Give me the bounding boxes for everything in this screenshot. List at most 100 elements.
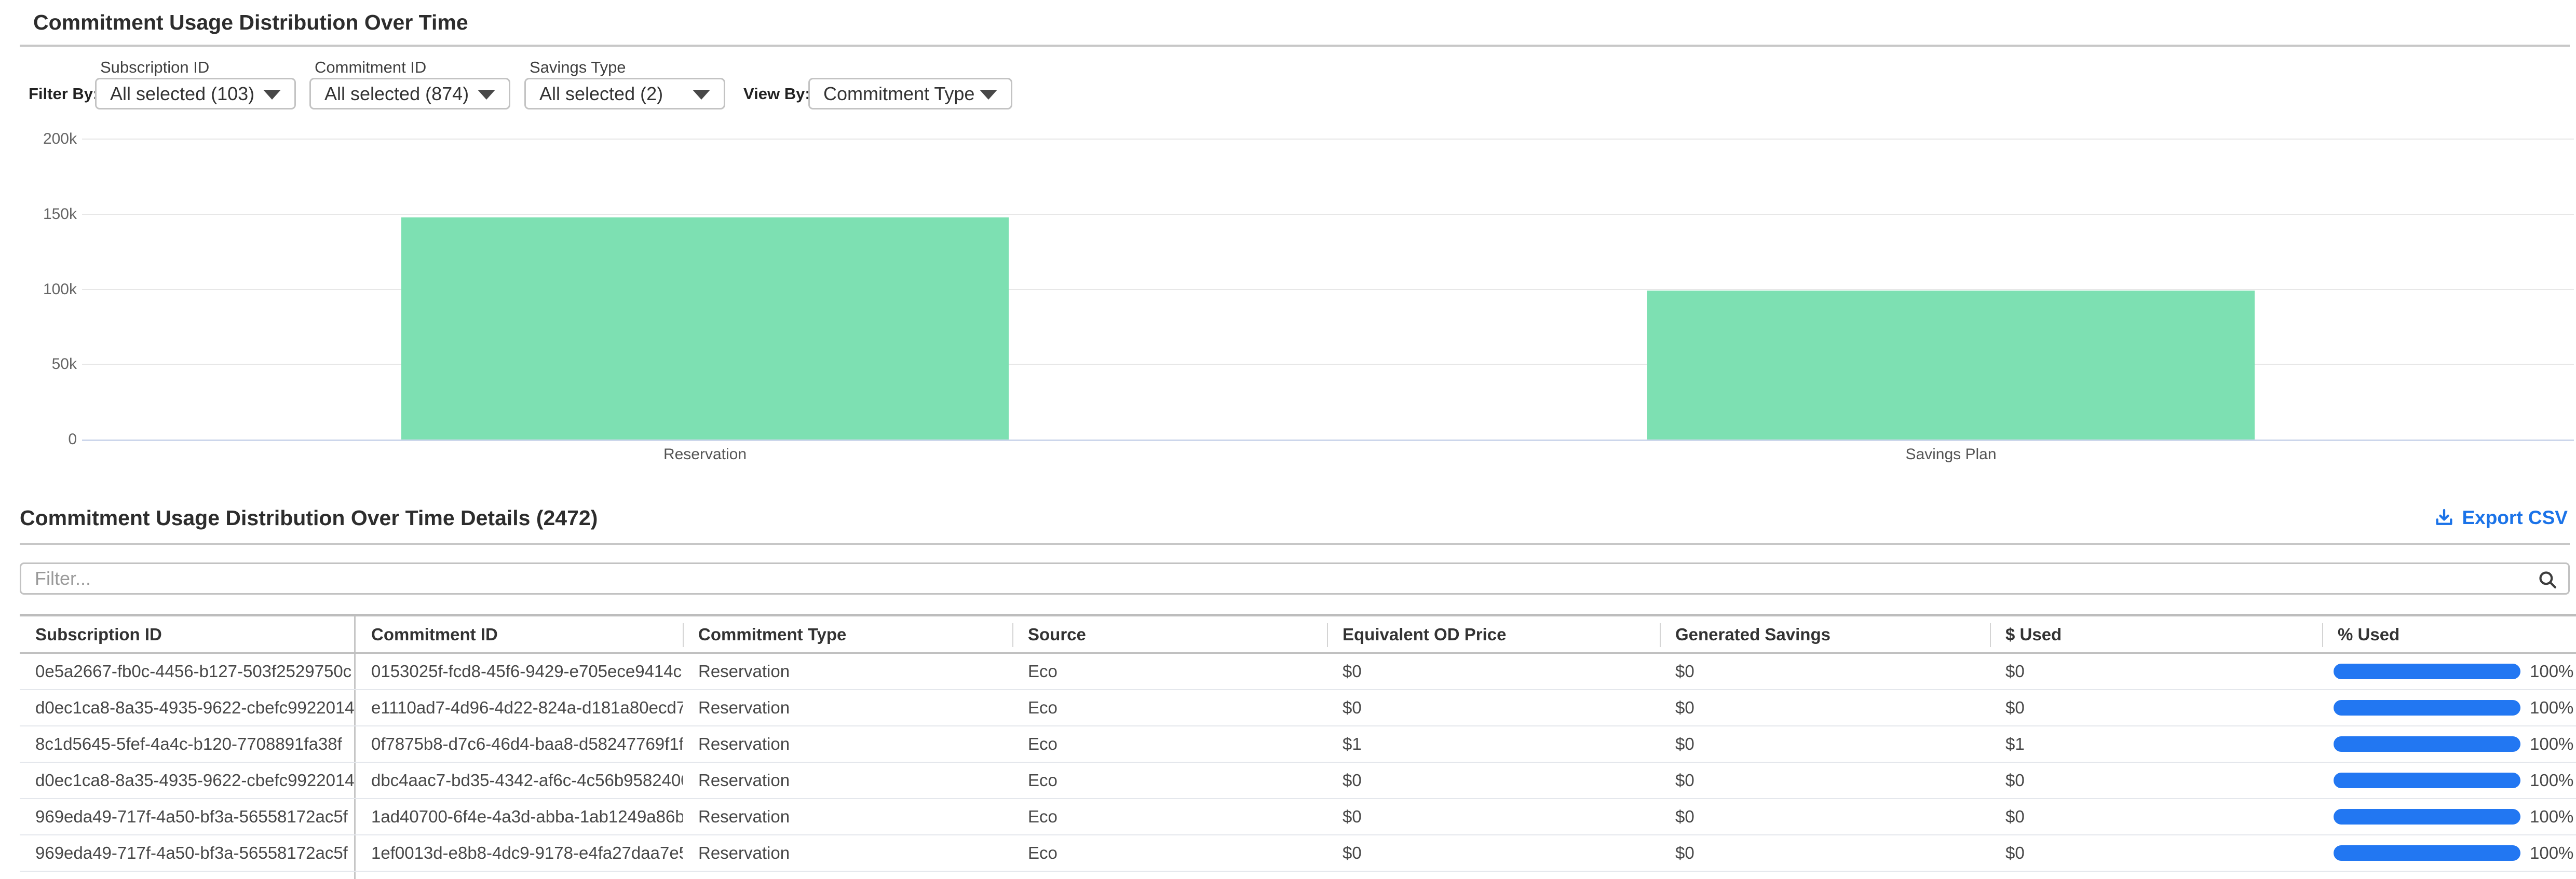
table-row[interactable]: d0ec1ca8-8a35-4935-9622-cbefc9922014 e111… [20,690,2576,726]
column-header-commitment_id[interactable]: Commitment ID [356,616,683,652]
cell-source: Eco [1028,843,1057,862]
cell-pct_used: 100% [2322,654,2576,689]
table-header-row: Subscription ID Commitment ID Commitment T… [20,616,2576,654]
column-header-label: Source [1028,624,1086,644]
cell-subscription_id [20,872,356,879]
y-gridline [82,289,2574,290]
x-axis-category-label: Reservation [663,446,747,463]
cell-subscription_id: 969eda49-717f-4a50-bf3a-56558172ac5f [20,799,356,834]
details-title: Commitment Usage Distribution Over Time … [20,505,598,530]
cell-equivalent_od_price: $0 [1343,843,1362,862]
y-gridline [82,139,2574,140]
cell-pct_used: 100% [2322,726,2576,762]
details-header: Commitment Usage Distribution Over Time … [20,503,2568,532]
column-header-subscription_id[interactable]: Subscription ID [20,616,356,652]
table-row[interactable]: 969eda49-717f-4a50-bf3a-56558172ac5f 1ef0… [20,835,2576,872]
dropdown-label: Savings Type [530,58,626,76]
cell-commitment_type: Reservation [698,771,790,790]
chevron-down-icon [263,89,281,100]
cell-commitment_type: Reservation [698,807,790,826]
cell-used: $1 [2005,734,2025,753]
bar-reservation[interactable] [401,217,1009,440]
dropdown-value: Commitment Type [823,83,975,104]
cell-used: $0 [2005,698,2025,717]
table-row[interactable]: 0e5a2667-fb0c-4456-b127-503f2529750c 0153… [20,654,2576,690]
export-csv-button[interactable]: Export CSV [2434,507,2568,529]
table-row[interactable]: 8c1d5645-5fef-4a4c-b120-7708891fa38f 0f78… [20,726,2576,763]
cell-subscription_id: 969eda49-717f-4a50-bf3a-56558172ac5f [20,835,356,871]
column-header-used[interactable]: $ Used [1990,616,2322,652]
cell-pct_used: 100% [2322,799,2576,834]
commitment-id-filter: Commitment ID All selected (874) [309,58,510,109]
cell-subscription_id: d0ec1ca8-8a35-4935-9622-cbefc9922014 [20,690,356,725]
cell-equivalent_od_price: $0 [1343,807,1362,826]
cell-used: $0 [2005,807,2025,826]
section-divider [20,45,2570,47]
view-by-dropdown[interactable]: Commitment Type [808,78,1012,109]
cell-commitment_type: Reservation [698,662,790,681]
usage-percent-label: 100% [2530,843,2574,862]
table-filter-input[interactable] [20,562,2570,595]
cell-subscription_id: 8c1d5645-5fef-4a4c-b120-7708891fa38f [20,726,356,762]
download-icon [2436,509,2452,525]
page-title: Commitment Usage Distribution Over Time [33,10,468,34]
cell-generated_savings: $0 [1675,771,1694,790]
column-header-commitment_type[interactable]: Commitment Type [683,616,1012,652]
usage-percent-label: 100% [2530,771,2574,790]
column-header-generated_savings[interactable]: Generated Savings [1660,616,1990,652]
view-by-label: View By: [743,85,810,103]
usage-progress-bar [2334,664,2520,679]
cell-equivalent_od_price: $0 [1343,662,1362,681]
cell-commitment_id: e1110ad7-4d96-4d22-824a-d181a80ecd7d [371,698,683,717]
savings-type-dropdown[interactable]: All selected (2) [524,78,725,109]
column-header-label: Equivalent OD Price [1343,624,1507,644]
subscription-id-filter: Subscription ID All selected (103) [95,58,296,109]
usage-progress-bar [2334,809,2520,825]
chevron-down-icon [693,89,710,100]
y-axis-tick-label: 150k [43,205,77,223]
cell-commitment_id: 0153025f-fcd8-45f6-9429-e705ece9414c [371,662,682,681]
cell-commitment_type: Reservation [698,698,790,717]
table-row[interactable]: d0ec1ca8-8a35-4935-9622-cbefc9922014 dbc4… [20,763,2576,799]
cell-used: $0 [2005,662,2025,681]
header-separator [2322,623,2323,647]
table-row-partial [20,872,2576,879]
cell-generated_savings: $0 [1675,807,1694,826]
column-header-label: $ Used [2005,624,2062,644]
cell-pct_used: 100% [2322,835,2576,871]
column-header-label: Generated Savings [1675,624,1831,644]
dropdown-value: All selected (874) [324,83,469,104]
filter-by-label: Filter By: [29,85,99,103]
view-by-filter: Commitment Type [808,78,1012,109]
cell-commitment_id: 1ef0013d-e8b8-4dc9-9178-e4fa27daa7e5 [371,843,683,862]
column-header-source[interactable]: Source [1012,616,1327,652]
cell-source: Eco [1028,698,1057,717]
dropdown-value: All selected (103) [110,83,255,104]
cell-subscription_id: 0e5a2667-fb0c-4456-b127-503f2529750c [20,654,356,689]
usage-percent-label: 100% [2530,734,2574,753]
cell-equivalent_od_price: $0 [1343,771,1362,790]
commitment-id-dropdown[interactable]: All selected (874) [309,78,510,109]
column-header-label: % Used [2338,624,2400,644]
cell-commitment_type: Reservation [698,734,790,753]
cell-generated_savings: $0 [1675,734,1694,753]
usage-progress-bar [2334,736,2520,752]
column-header-pct_used[interactable]: % Used [2322,616,2576,652]
y-gridline [82,364,2574,365]
usage-percent-label: 100% [2530,698,2574,717]
header-separator [1327,623,1328,647]
y-axis-tick-label: 50k [51,355,77,373]
details-table: Subscription ID Commitment ID Commitment T… [20,614,2576,879]
column-header-equivalent_od_price[interactable]: Equivalent OD Price [1327,616,1660,652]
cell-subscription_id: d0ec1ca8-8a35-4935-9622-cbefc9922014 [20,763,356,798]
subscription-id-dropdown[interactable]: All selected (103) [95,78,296,109]
search-icon [2539,571,2556,588]
usage-progress-bar [2334,845,2520,861]
chevron-down-icon [980,89,997,100]
y-gridline [82,213,2574,215]
bar-savings-plan[interactable] [1647,291,2255,440]
cell-used: $0 [2005,771,2025,790]
header-separator [683,623,684,647]
table-row[interactable]: 969eda49-717f-4a50-bf3a-56558172ac5f 1ad4… [20,799,2576,835]
column-header-label: Subscription ID [35,624,162,644]
